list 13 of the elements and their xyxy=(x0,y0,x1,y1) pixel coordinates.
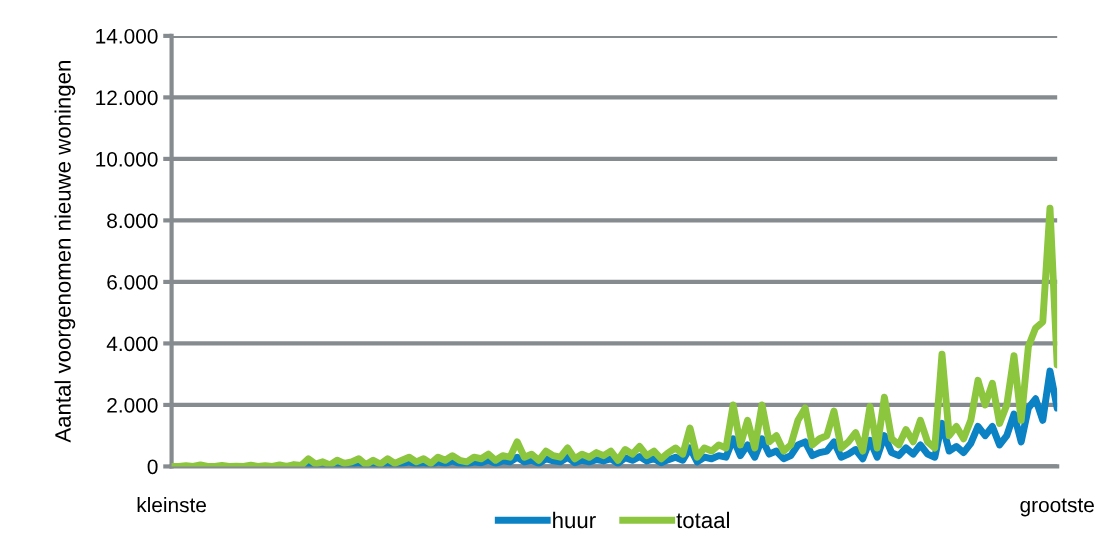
y-tick-label: 12.000 xyxy=(96,90,158,106)
legend-label: huur xyxy=(553,511,596,529)
y-tick-label: 6.000 xyxy=(107,274,158,290)
y-tick-label: 0 xyxy=(147,459,158,475)
y-tick-label: 4.000 xyxy=(106,336,158,352)
y-tick-label: 2.000 xyxy=(107,397,158,413)
y-tick-label: 14.000 xyxy=(96,28,158,44)
y-axis-title: Aantal voorgenomen nieuwe woningen xyxy=(54,61,76,443)
y-tick-label: 10.000 xyxy=(96,151,158,167)
y-tick-label: 8.000 xyxy=(107,213,158,229)
x-tick-label: kleinste xyxy=(137,497,206,513)
legend-label: totaal xyxy=(676,511,729,529)
x-tick-label: grootste xyxy=(1020,498,1094,517)
